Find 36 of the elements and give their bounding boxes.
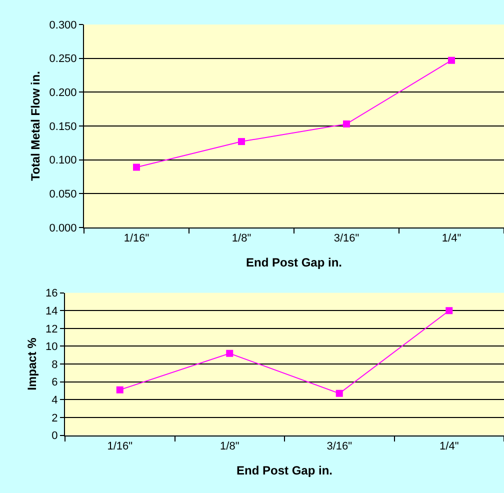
point: [343, 120, 350, 128]
point: [446, 307, 453, 314]
point: [226, 350, 234, 357]
y-tick-label: 2: [52, 412, 58, 424]
y-axis-title: Total Metal Flow in.: [28, 71, 43, 181]
point: [133, 164, 140, 171]
y-tick-label: 0.250: [49, 53, 77, 66]
y-tick-label: 8: [52, 358, 58, 371]
x-tick-label: 3/16": [326, 440, 352, 452]
y-tick-label: 0.300: [49, 19, 77, 32]
point: [116, 386, 124, 394]
y-tick-label: 0.200: [49, 87, 77, 100]
x-tick-label: 1/16": [107, 440, 133, 452]
y-tick-label: 14: [46, 305, 58, 318]
y-tick-label: 6: [52, 376, 58, 389]
x-tick-label: 1/4": [440, 440, 459, 452]
y-tick-label: 0.100: [49, 154, 77, 167]
x-tick-label: 1/16": [124, 232, 150, 245]
y-tick-label: 10: [46, 341, 58, 354]
y-tick-label: 4: [52, 394, 58, 406]
y-tick-label: 0.050: [49, 188, 77, 200]
point: [336, 390, 343, 397]
y-tick-label: 12: [46, 323, 58, 336]
x-tick-label: 3/16": [334, 232, 360, 245]
y-tick-label: 0: [52, 430, 58, 442]
x-tick-label: 1/8": [220, 440, 240, 452]
y-axis-title: Impact %: [24, 337, 39, 390]
point: [238, 138, 245, 146]
y-tick-label: 0.150: [49, 120, 77, 133]
x-tick-label: 1/4": [442, 232, 462, 245]
y-tick-label: 16: [46, 288, 58, 300]
point: [448, 56, 455, 64]
x-tick-label: 1/8": [232, 232, 252, 245]
x-axis-title: End Post Gap in.: [236, 463, 333, 478]
y-tick-label: 0.000: [49, 222, 77, 234]
x-axis-title: End Post Gap in.: [246, 256, 342, 270]
